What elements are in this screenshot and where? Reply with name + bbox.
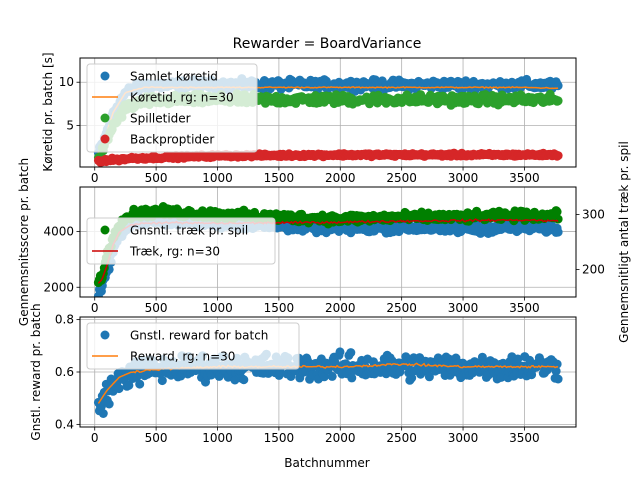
score-point	[553, 227, 563, 237]
reward-y-tick-label: 0.6	[55, 365, 74, 379]
reward-point	[551, 366, 561, 376]
reward-x-tick-label: 3500	[509, 431, 540, 445]
reward-point	[424, 372, 434, 382]
reward-point	[327, 371, 337, 381]
runtime-series-2	[93, 89, 563, 166]
runtime-legend-label: Køretid, rg: n=30	[130, 91, 234, 105]
reward-point	[346, 348, 356, 358]
runtime-y-axis-label: Køretid pr. batch [s]	[41, 52, 55, 171]
reward-x-tick-label: 1000	[202, 431, 233, 445]
reward-legend: Gnstl. reward for batch Reward, rg: n=30	[86, 322, 300, 370]
reward-panel: 0 500 1000 1500 2000 2500 3000 3500 0.4 0.6 0.8 Gn…	[29, 303, 577, 445]
reward-x-tick-label: 500	[145, 431, 168, 445]
reward-legend-label: Gnstl. reward for batch	[130, 329, 268, 343]
score-legend-label: Træk, rg: n=30	[129, 245, 220, 259]
score-x-tick-label: 1000	[202, 301, 233, 315]
runtime-x-tick-label: 1500	[264, 171, 295, 185]
reward-point	[98, 409, 108, 418]
runtime-x-tick-label: 1000	[202, 171, 233, 185]
runtime-x-tick-label: 2000	[325, 171, 356, 185]
runtime-legend-marker	[100, 134, 110, 144]
runtime-legend-label: Samlet køretid	[130, 70, 218, 84]
score-y2-tick-label: 200	[582, 263, 605, 277]
reward-point	[157, 376, 167, 386]
moves-y-axis-label: Gennemsnitligt antal træk pr. spil	[617, 141, 631, 343]
runtime-legend: Samlet køretid Køretid, rg: n=30 Spilletid…	[86, 63, 258, 153]
reward-point	[496, 372, 506, 382]
runtime-x-tick-label: 500	[145, 171, 168, 185]
score-x-tick-label: 3000	[448, 301, 479, 315]
reward-point	[239, 375, 249, 385]
score-y-axis-label: Gennemsnitsscore pr. batch	[17, 158, 31, 326]
reward-y-tick-label: 0.8	[55, 313, 74, 327]
reward-point	[525, 355, 535, 365]
reward-point	[319, 372, 329, 382]
reward-point	[124, 380, 134, 390]
reward-point	[104, 399, 114, 409]
runtime-y-tick-label: 10	[59, 75, 74, 89]
reward-legend-marker	[100, 330, 110, 340]
score-y-tick-label: 4000	[43, 225, 74, 239]
runtime-series-3	[93, 148, 563, 167]
reward-point	[553, 374, 563, 384]
score-x-tick-label: 500	[145, 301, 168, 315]
reward-point	[513, 354, 523, 364]
reward-x-tick-label: 2500	[386, 431, 417, 445]
reward-y-axis-label: Gnstl. reward pr. batch	[29, 303, 43, 440]
figure-title: Rewarder = BoardVariance	[233, 36, 422, 52]
reward-point	[335, 347, 345, 357]
reward-point	[552, 359, 562, 369]
runtime-point	[553, 151, 563, 161]
score-legend-label: Gnsntl. træk pr. spil	[130, 224, 248, 238]
reward-point	[114, 384, 124, 394]
runtime-point	[553, 96, 563, 106]
runtime-x-tick-label: 3000	[448, 171, 479, 185]
reward-x-tick-label: 1500	[264, 431, 295, 445]
reward-x-tick-label: 3000	[448, 431, 479, 445]
runtime-y-tick-label: 5	[66, 118, 74, 132]
runtime-x-tick-label: 2500	[386, 171, 417, 185]
score-x-tick-label: 2000	[325, 301, 356, 315]
reward-x-tick-label: 0	[91, 431, 99, 445]
reward-legend-label: Reward, rg: n=30	[130, 350, 235, 364]
runtime-legend-label: Backproptider	[130, 133, 214, 147]
score-legend-marker	[100, 225, 110, 235]
runtime-x-tick-label: 3500	[509, 171, 540, 185]
x-axis-label: Batchnummer	[284, 456, 369, 470]
score-point	[552, 207, 562, 217]
reward-point	[132, 372, 142, 382]
score-legend: Gnsntl. træk pr. spil Træk, rg: n=30	[86, 217, 276, 265]
reward-point	[230, 375, 240, 385]
score-x-tick-label: 3500	[509, 301, 540, 315]
reward-y-tick-label: 0.4	[55, 417, 74, 431]
reward-point	[347, 373, 357, 383]
score-y2-tick-label: 300	[582, 208, 605, 222]
score-x-tick-label: 1500	[264, 301, 295, 315]
runtime-legend-marker	[100, 113, 110, 123]
runtime-x-tick-label: 0	[91, 171, 99, 185]
runtime-legend-marker	[100, 71, 110, 81]
score-x-tick-label: 2500	[386, 301, 417, 315]
score-panel: 0 500 1000 1500 2000 2500 3000 3500200040002003…	[17, 141, 631, 343]
score-x-tick-label: 0	[91, 301, 99, 315]
score-y-tick-label: 2000	[43, 280, 74, 294]
runtime-panel: 0 500 1000 1500 2000 2500 3000 3500 5 10 Køretid …	[41, 52, 577, 185]
reward-point	[135, 379, 145, 389]
runtime-legend-label: Spilletider	[130, 112, 191, 126]
reward-x-tick-label: 2000	[325, 431, 356, 445]
score-point	[553, 214, 563, 224]
